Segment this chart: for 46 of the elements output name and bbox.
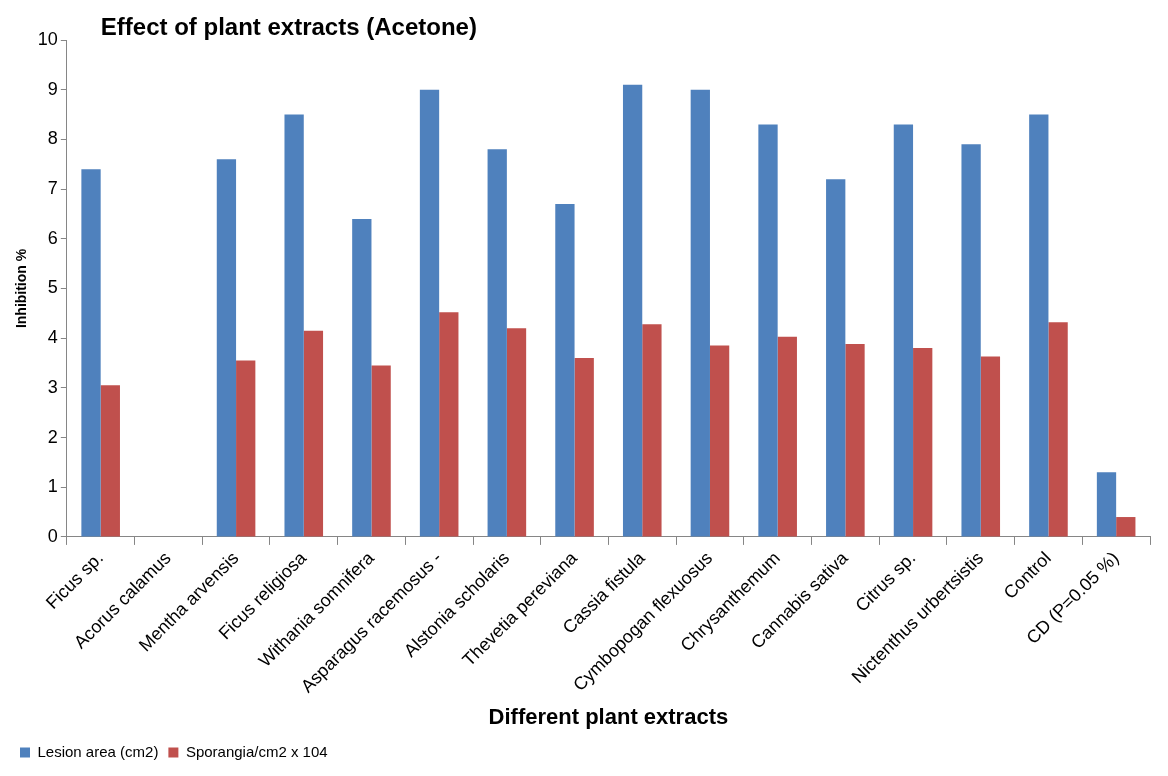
bar xyxy=(81,169,101,537)
legend-label: Lesion area (cm2) xyxy=(37,742,159,760)
x-axis-title: Different plant extracts xyxy=(488,703,729,729)
y-tick-label: 8 xyxy=(47,128,58,149)
y-tick-label: 7 xyxy=(47,178,58,199)
y-tick-label: 6 xyxy=(47,227,58,248)
bar xyxy=(758,124,778,537)
y-tick-label: 0 xyxy=(47,525,58,546)
bar xyxy=(352,218,372,537)
bar xyxy=(709,345,730,537)
y-tick-label: 1 xyxy=(47,476,58,497)
bar xyxy=(236,360,256,537)
bar xyxy=(913,348,933,537)
legend-label: Sporangia/cm2 x 104 xyxy=(185,742,328,760)
bar xyxy=(845,344,865,537)
bar xyxy=(1096,472,1117,537)
bar xyxy=(690,89,710,537)
bar xyxy=(419,89,440,537)
bar xyxy=(506,328,527,537)
bar xyxy=(893,124,914,537)
bar xyxy=(574,358,594,537)
bar xyxy=(622,84,643,537)
bar xyxy=(555,203,575,537)
bar xyxy=(284,114,304,537)
bar xyxy=(642,324,662,537)
y-axis-title: Inhibition % xyxy=(13,248,30,329)
bar xyxy=(371,365,391,537)
bar xyxy=(439,312,459,537)
y-tick-label: 5 xyxy=(47,277,58,298)
bar xyxy=(487,149,507,537)
y-tick-label: 3 xyxy=(47,376,58,397)
y-tick-label: 2 xyxy=(47,426,58,447)
bar xyxy=(1029,114,1049,537)
bar xyxy=(100,385,120,537)
bar xyxy=(1048,322,1068,537)
bar xyxy=(777,336,797,537)
bar xyxy=(1116,517,1136,537)
chart-title: Effect of plant extracts (Acetone) xyxy=(100,12,477,40)
y-tick-label: 10 xyxy=(37,28,58,49)
y-tick-label: 9 xyxy=(47,78,58,99)
bar xyxy=(826,179,846,537)
bar xyxy=(303,330,324,537)
bar xyxy=(961,144,981,537)
y-tick-label: 4 xyxy=(47,327,58,348)
bar xyxy=(216,159,237,537)
bar xyxy=(980,356,1001,537)
